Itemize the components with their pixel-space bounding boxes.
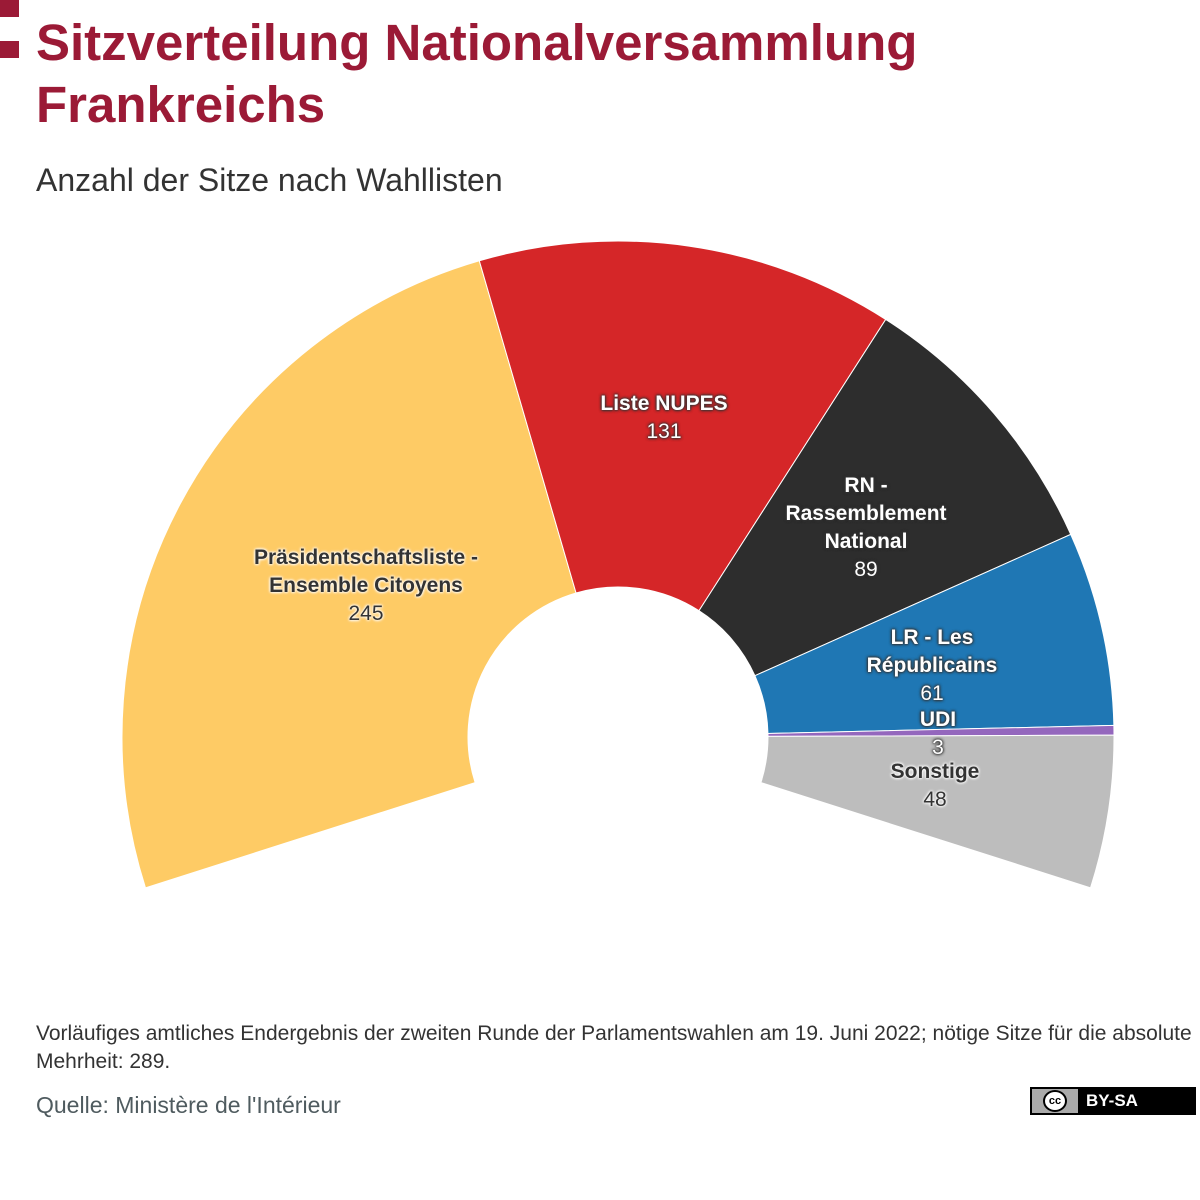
- license-badge[interactable]: cc BY-SA: [1030, 1087, 1196, 1115]
- label-ensemble-name: Präsidentschaftsliste - Ensemble Citoyen…: [253, 546, 479, 597]
- label-nupes: Liste NUPES 131: [600, 390, 727, 446]
- slice-liste-nupes: [478, 240, 887, 612]
- footnote: Vorläufiges amtliches Endergebnis der zw…: [36, 1022, 1192, 1073]
- label-rn-name: RN - Rassemblement National: [785, 474, 947, 553]
- logo-mark-top: [0, 0, 19, 17]
- label-nupes-name: Liste NUPES: [600, 392, 728, 415]
- source-text: Quelle: Ministère de l'Intérieur: [36, 1092, 341, 1118]
- label-ensemble-value: 245: [348, 602, 384, 625]
- slice-sonstige: [760, 734, 1115, 889]
- label-ensemble: Präsidentschaftsliste - Ensemble Citoyen…: [251, 544, 481, 628]
- chart-subtitle: Anzahl der Sitze nach Wahllisten: [36, 162, 503, 198]
- label-sonstige: Sonstige 48: [891, 758, 980, 814]
- label-rn: RN - Rassemblement National 89: [776, 472, 956, 584]
- label-nupes-value: 131: [646, 420, 682, 443]
- label-rn-value: 89: [854, 558, 878, 581]
- label-udi-name: UDI: [919, 708, 957, 731]
- label-udi: UDI 3: [920, 706, 956, 762]
- cc-icon: cc: [1043, 1090, 1067, 1112]
- chart-title: Sitzverteilung Nationalversammlung Frank…: [36, 14, 918, 133]
- slice-lr-les-r-publicains: [754, 533, 1115, 735]
- label-lr-name: LR - Les Républicains: [866, 626, 998, 677]
- label-sonstige-value: 48: [923, 788, 947, 811]
- parliament-chart: [121, 240, 1115, 889]
- license-text: BY-SA: [1086, 1091, 1138, 1110]
- label-sonstige-name: Sonstige: [890, 760, 980, 783]
- logo-mark-bottom: [0, 41, 19, 58]
- slice-rn-rassemblement-national: [698, 318, 1072, 677]
- label-lr: LR - Les Républicains 61: [857, 624, 1007, 708]
- label-lr-value: 61: [920, 682, 944, 705]
- label-udi-value: 3: [932, 736, 944, 759]
- slice-pr-sidentschaftsliste-ensemble-citoyens: [121, 260, 577, 889]
